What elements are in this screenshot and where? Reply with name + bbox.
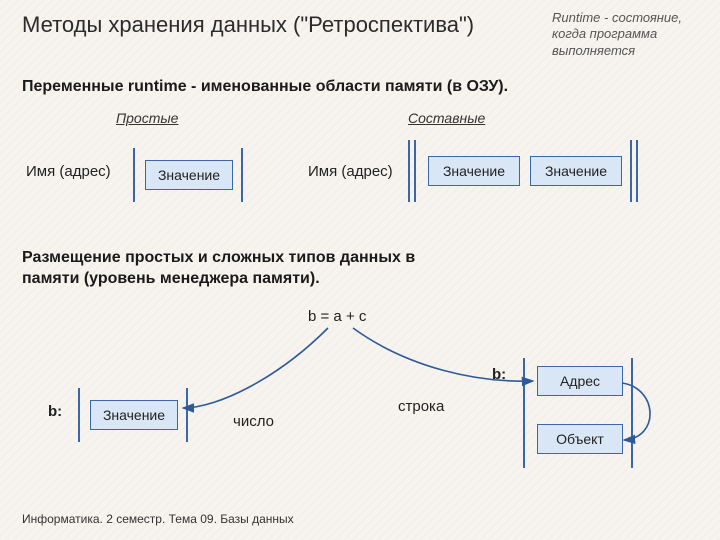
slide: Методы хранения данных ("Ретроспектива")… (8, 8, 712, 532)
object-cell: Объект (537, 424, 623, 454)
glossary-note: Runtime - состояние, когда программа вып… (552, 10, 702, 59)
composite-memory-region: Значение Значение (408, 140, 638, 202)
arrow-number (183, 328, 328, 408)
number-label: число (233, 413, 274, 430)
simple-name-label: Имя (адрес) (26, 163, 111, 180)
composite-value-cell-1: Значение (428, 156, 520, 186)
slide-title: Методы хранения данных ("Ретроспектива") (22, 12, 474, 38)
simple-memory-region: Значение (133, 148, 243, 202)
section-2-heading: Размещение простых и сложных типов данны… (22, 248, 422, 290)
expression-label: b = a + c (308, 308, 366, 325)
composite-subhead: Составные (408, 110, 485, 126)
left-memory-region: Значение (78, 388, 188, 442)
section-1-heading: Переменные runtime - именованные области… (22, 78, 508, 96)
simple-subhead: Простые (116, 110, 178, 126)
address-cell: Адрес (537, 366, 623, 396)
left-value-cell: Значение (90, 400, 178, 430)
simple-value-cell: Значение (145, 160, 233, 190)
composite-value-cell-2: Значение (530, 156, 622, 186)
footer-text: Информатика. 2 семестр. Тема 09. Базы да… (22, 512, 294, 526)
var-b-left: b: (48, 403, 62, 420)
composite-name-label: Имя (адрес) (308, 163, 393, 180)
string-label: строка (398, 398, 444, 415)
var-b-right: b: (492, 366, 506, 383)
right-memory-region: Адрес Объект (523, 358, 633, 468)
